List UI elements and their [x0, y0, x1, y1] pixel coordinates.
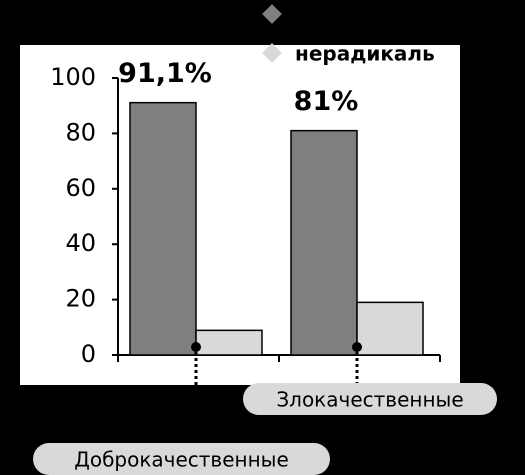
x-tick-label: Доброкачественные: [74, 448, 289, 472]
value-label: 91,1%: [118, 58, 212, 89]
bar: [290, 129, 358, 356]
category-dot: [352, 342, 362, 352]
legend-marker: [262, 43, 282, 63]
y-tick-label: 0: [81, 340, 96, 368]
y-tick-label: 100: [50, 63, 96, 91]
value-label: 81%: [294, 86, 359, 117]
bar: [129, 101, 197, 356]
y-tick-label: 40: [65, 229, 96, 257]
category-pill: [33, 443, 330, 475]
bar: [356, 301, 424, 356]
legend-label: нерадикаль: [295, 42, 435, 66]
y-tick-label: 60: [65, 174, 96, 202]
y-tick-label: 20: [65, 285, 96, 313]
bar: [195, 329, 263, 356]
category-dot: [191, 342, 201, 352]
category-pill: [243, 383, 497, 415]
y-tick-label: 80: [65, 118, 96, 146]
legend-marker: [262, 4, 282, 24]
x-tick-label: Злокачественные: [276, 388, 463, 412]
